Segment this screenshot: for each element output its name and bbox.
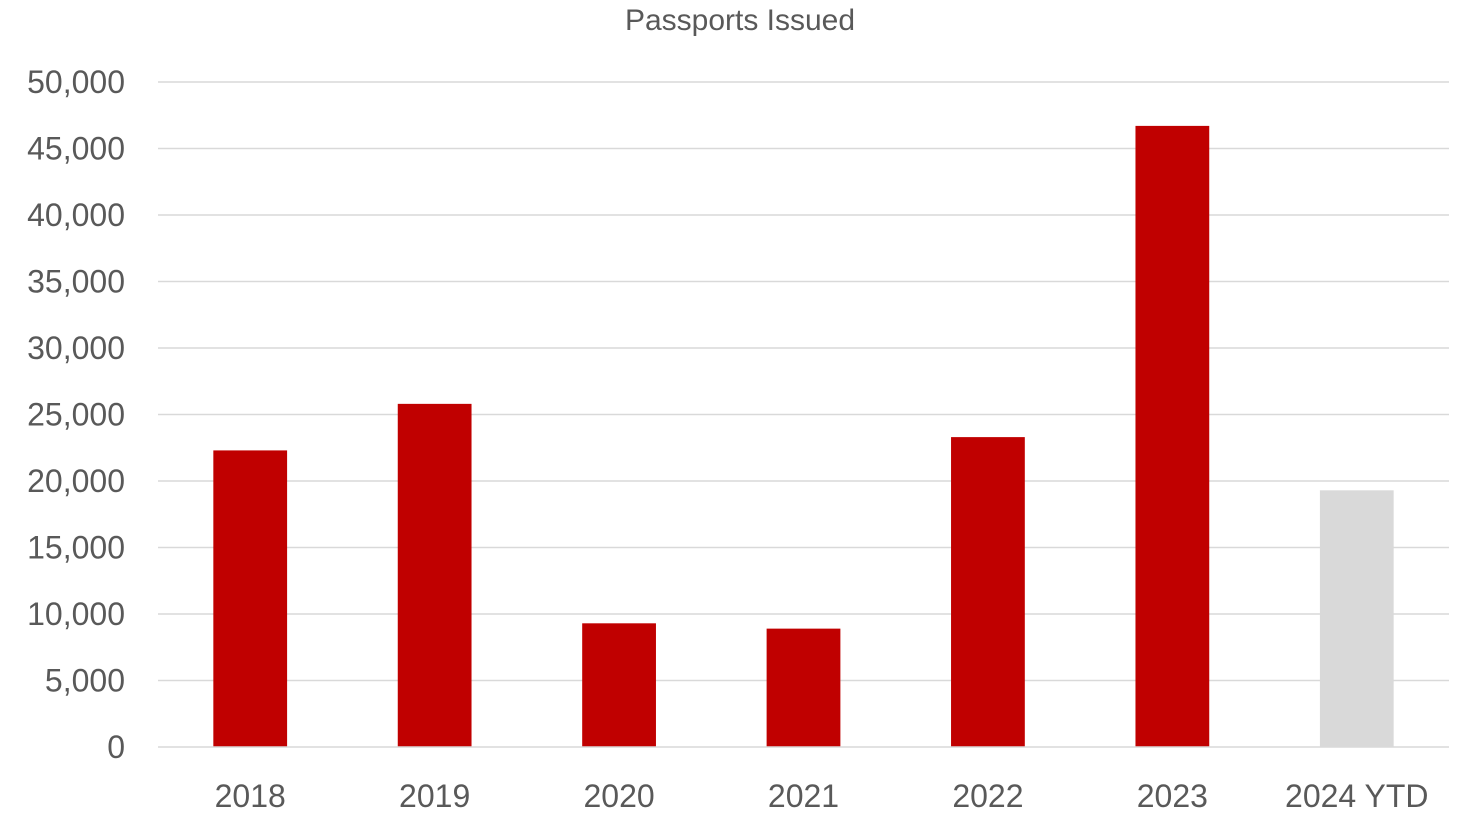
x-axis-tick-labels: 2018 2019 2020 2021 2022 2023 2024 YTD [215,778,1429,813]
y-tick-label: 20,000 [27,463,125,499]
bars [213,125,1394,747]
x-tick-label: 2020 [583,778,654,813]
chart-title: Passports Issued [625,4,855,37]
x-tick-label: 2023 [1137,778,1208,813]
x-tick-label: 2022 [952,778,1023,813]
y-tick-label: 50,000 [27,64,125,100]
y-tick-label: 45,000 [27,131,125,167]
y-tick-label: 10,000 [27,596,125,632]
x-tick-label: 2019 [399,778,470,813]
y-tick-label: 35,000 [27,264,125,300]
y-tick-label: 15,000 [27,530,125,566]
y-tick-label: 0 [107,729,125,765]
bar-2019 [397,403,472,747]
y-tick-label: 5,000 [45,663,125,699]
bar-2022 [951,437,1025,747]
bar-2023 [1135,125,1210,747]
y-tick-label: 40,000 [27,197,125,233]
x-tick-label: 2018 [215,778,286,813]
x-tick-label: 2021 [768,778,839,813]
gridlines [158,81,1449,682]
bar-2020 [582,623,656,747]
y-tick-label: 30,000 [27,330,125,366]
bar-2024-ytd [1319,490,1394,747]
bar-2021 [766,628,841,747]
bar-2018 [213,450,288,747]
x-tick-label: 2024 YTD [1285,778,1429,813]
y-tick-label: 25,000 [27,397,125,433]
y-axis-tick-labels: 0 5,000 10,000 15,000 20,000 25,000 30,000 35,0… [27,64,125,765]
